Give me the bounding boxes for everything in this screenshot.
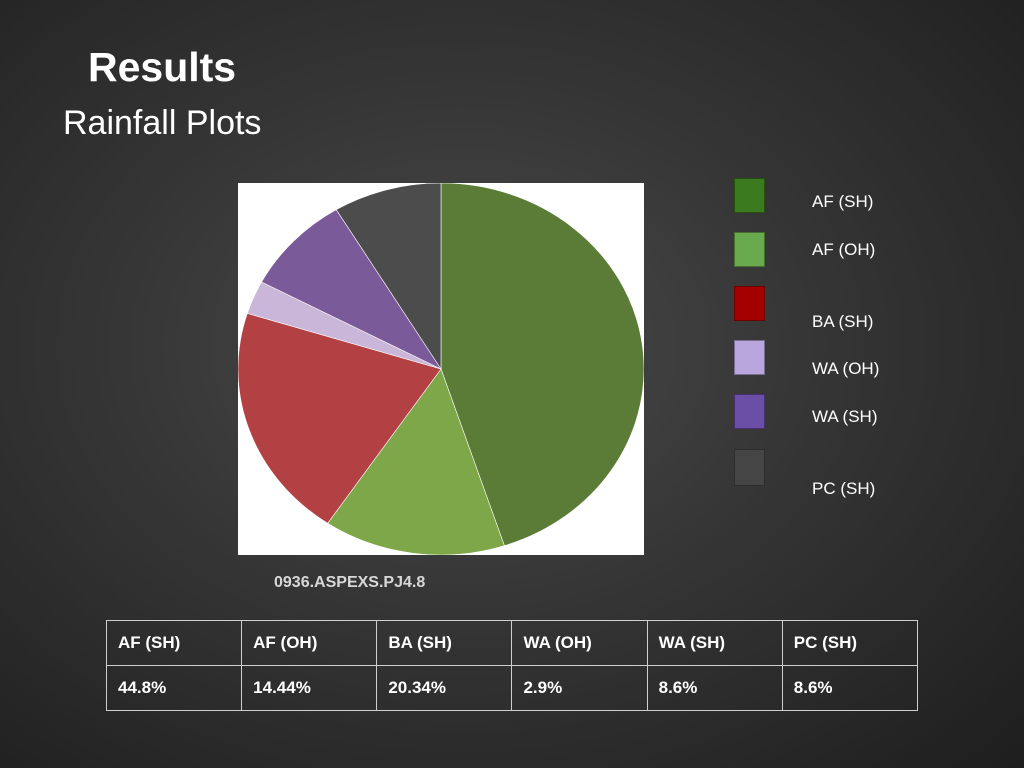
- table-header-cell: AF (SH): [105, 620, 243, 666]
- table-value-cell: 8.6%: [781, 665, 919, 711]
- pie-slice-ba-sh: [238, 312, 442, 524]
- legend-label-af-sh: AF (SH): [812, 192, 874, 211]
- legend-label-wa-sh: WA (SH): [812, 407, 878, 426]
- table-value-cell: 44.8%: [105, 665, 243, 711]
- slide-subtitle: Rainfall Plots: [63, 104, 262, 142]
- table-value-row: 44.8% 14.44% 20.34% 2.9% 8.6% 8.6%: [105, 665, 919, 711]
- table-header-cell: WA (OH): [511, 620, 648, 666]
- legend-swatch-wa-sh: [734, 394, 765, 429]
- legend-label-ba-sh: BA (SH): [812, 312, 874, 331]
- legend-swatch-ba-sh: [734, 286, 765, 321]
- pie-slice-pc-sh: [335, 183, 442, 371]
- pie-chart-svg: [238, 183, 644, 555]
- pie-slice-af-sh: [440, 183, 644, 547]
- table-header-cell: AF (OH): [241, 620, 378, 666]
- legend-swatch-af-oh: [734, 232, 765, 267]
- legend-swatch-pc-sh: [734, 449, 765, 486]
- table-header-cell: PC (SH): [781, 620, 919, 666]
- pie-chart: [238, 183, 644, 555]
- legend-swatch-wa-oh: [734, 340, 765, 375]
- table-value-cell: 14.44%: [241, 665, 378, 711]
- legend-label-af-oh: AF (OH): [812, 240, 876, 259]
- slide-title: Results: [88, 44, 237, 90]
- table-value-cell: 20.34%: [376, 665, 513, 711]
- pie-slice-af-oh: [327, 368, 505, 555]
- table-header-cell: WA (SH): [646, 620, 783, 666]
- table-header-row: AF (SH) AF (OH) BA (SH) WA (OH) WA (SH) …: [105, 620, 919, 666]
- results-table: AF (SH) AF (OH) BA (SH) WA (OH) WA (SH) …: [105, 620, 919, 711]
- pie-slice-wa-sh: [261, 209, 442, 370]
- legend-swatch-af-sh: [734, 178, 765, 213]
- legend-label-pc-sh: PC (SH): [812, 479, 876, 498]
- legend-label-wa-oh: WA (OH): [812, 359, 880, 378]
- table-value-cell: 2.9%: [511, 665, 648, 711]
- table-header-cell: BA (SH): [376, 620, 513, 666]
- table-value-cell: 8.6%: [646, 665, 783, 711]
- chart-caption: 0936.ASPEXS.PJ4.8: [274, 574, 426, 591]
